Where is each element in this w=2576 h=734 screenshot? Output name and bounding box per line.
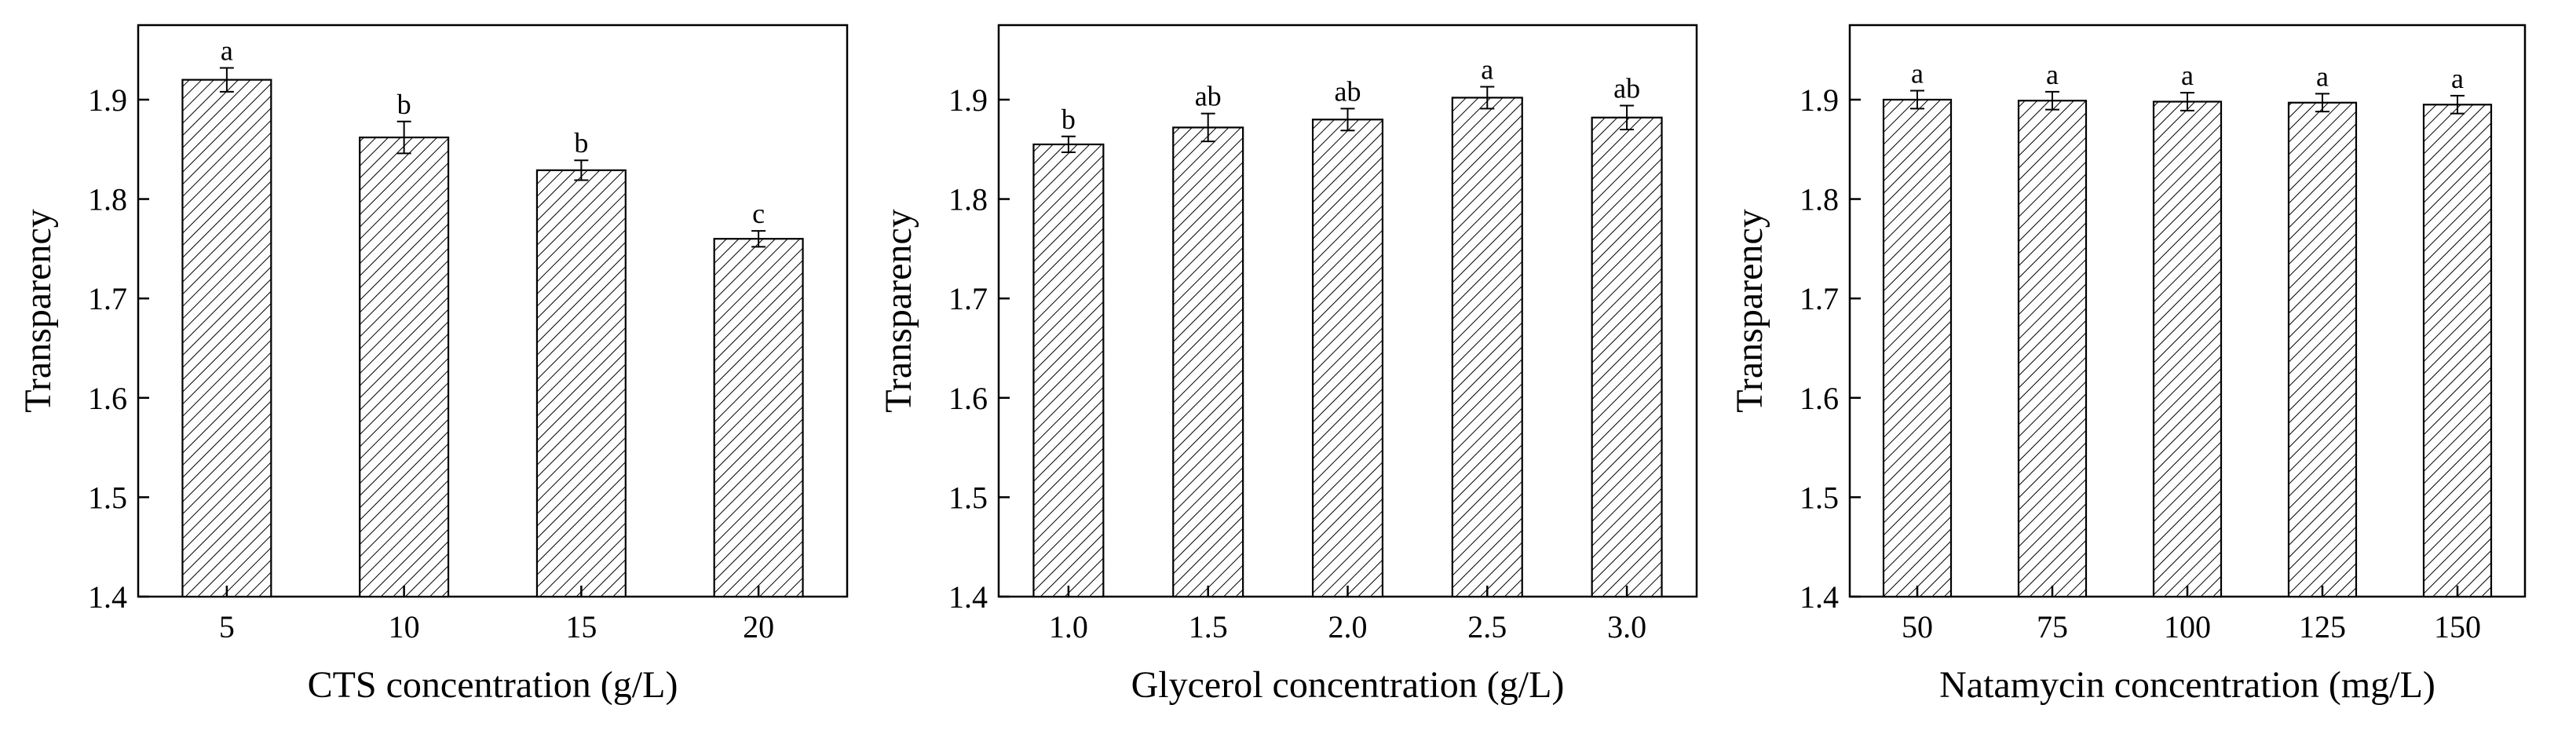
bar-1.5 xyxy=(1172,126,1244,598)
y-axis-title: Transparency xyxy=(17,209,59,413)
bar-3.0 xyxy=(1591,116,1663,598)
y-tick-label: 1.5 xyxy=(88,480,127,515)
significance-letter: a xyxy=(1911,58,1924,89)
significance-letter: ab xyxy=(1195,81,1222,112)
significance-letter: b xyxy=(574,127,588,159)
y-tick-label: 1.8 xyxy=(948,182,988,217)
y-tick-label: 1.7 xyxy=(1800,281,1839,316)
x-tick-label: 2.5 xyxy=(1467,609,1507,645)
significance-letter: a xyxy=(221,35,233,66)
chart-panel-3: 1.4 1.5 1.6 1.7 1.8 1.9 a 50 a 75 a 100 a 125 a 150 Nata… xyxy=(1729,24,2527,706)
y-tick-label: 1.9 xyxy=(1800,82,1839,118)
x-tick-label: 20 xyxy=(743,609,774,645)
bar-15 xyxy=(535,169,627,598)
x-axis-title: Natamycin concentration (mg/L) xyxy=(1939,664,2435,706)
y-tick-label: 1.6 xyxy=(948,381,988,416)
x-tick-label: 75 xyxy=(2037,609,2068,645)
y-axis-title: Transparency xyxy=(878,209,919,413)
x-tick-label: 5 xyxy=(219,609,235,645)
significance-letter: b xyxy=(1061,104,1076,135)
bar-125 xyxy=(2287,101,2358,598)
significance-letter: a xyxy=(2451,63,2464,94)
significance-letter: a xyxy=(2181,60,2194,91)
significance-letter: a xyxy=(2046,59,2059,90)
x-tick-label: 50 xyxy=(1902,609,1933,645)
bar-2.5 xyxy=(1451,97,1523,598)
y-tick-label: 1.6 xyxy=(88,381,127,416)
chart-panel-1: 1.4 1.5 1.6 1.7 1.8 1.9 a 5 b 10 b 15 c 20 CTS concent… xyxy=(17,24,849,706)
y-tick-label: 1.8 xyxy=(88,182,127,217)
bar-150 xyxy=(2422,104,2493,598)
x-tick-label: 125 xyxy=(2299,609,2346,645)
y-tick-label: 1.9 xyxy=(88,82,127,118)
x-axis-title: CTS concentration (g/L) xyxy=(308,664,678,706)
bar-100 xyxy=(2152,100,2223,598)
significance-letter: b xyxy=(397,89,411,120)
y-tick-label: 1.4 xyxy=(1800,579,1839,615)
x-tick-label: 3.0 xyxy=(1607,609,1646,645)
x-tick-label: 2.0 xyxy=(1328,609,1368,645)
bar-2.0 xyxy=(1311,119,1384,598)
y-tick-label: 1.6 xyxy=(1800,381,1839,416)
y-axis-title: Transparency xyxy=(1729,209,1770,413)
bar-1.0 xyxy=(1032,143,1105,598)
y-tick-label: 1.9 xyxy=(948,82,988,118)
bar-10 xyxy=(359,136,450,598)
y-tick-label: 1.7 xyxy=(948,281,988,316)
significance-letter: a xyxy=(2316,60,2329,92)
bar-75 xyxy=(2017,100,2088,598)
x-tick-label: 10 xyxy=(389,609,420,645)
y-tick-label: 1.5 xyxy=(948,480,988,515)
y-tick-label: 1.8 xyxy=(1800,182,1839,217)
x-tick-label: 15 xyxy=(565,609,597,645)
y-tick-label: 1.4 xyxy=(948,579,988,615)
bar-50 xyxy=(1882,98,1953,598)
significance-letter: c xyxy=(752,198,765,229)
x-tick-label: 150 xyxy=(2434,609,2481,645)
y-tick-label: 1.5 xyxy=(1800,480,1839,515)
chart-panel-2: 1.4 1.5 1.6 1.7 1.8 1.9 b 1.0 ab 1.5 ab 2.0 a 2.5 ab 3.… xyxy=(878,24,1698,706)
plot-frame xyxy=(137,24,849,598)
y-tick-label: 1.4 xyxy=(88,579,127,615)
x-tick-label: 1.0 xyxy=(1049,609,1088,645)
x-axis-title: Glycerol concentration (g/L) xyxy=(1131,664,1565,706)
y-tick-label: 1.7 xyxy=(88,281,127,316)
significance-letter: ab xyxy=(1335,75,1361,107)
significance-letter: a xyxy=(1481,53,1493,85)
bar-5 xyxy=(181,79,272,598)
x-tick-label: 100 xyxy=(2164,609,2211,645)
significance-letter: ab xyxy=(1613,73,1640,104)
bar-20 xyxy=(713,238,804,598)
x-tick-label: 1.5 xyxy=(1189,609,1228,645)
